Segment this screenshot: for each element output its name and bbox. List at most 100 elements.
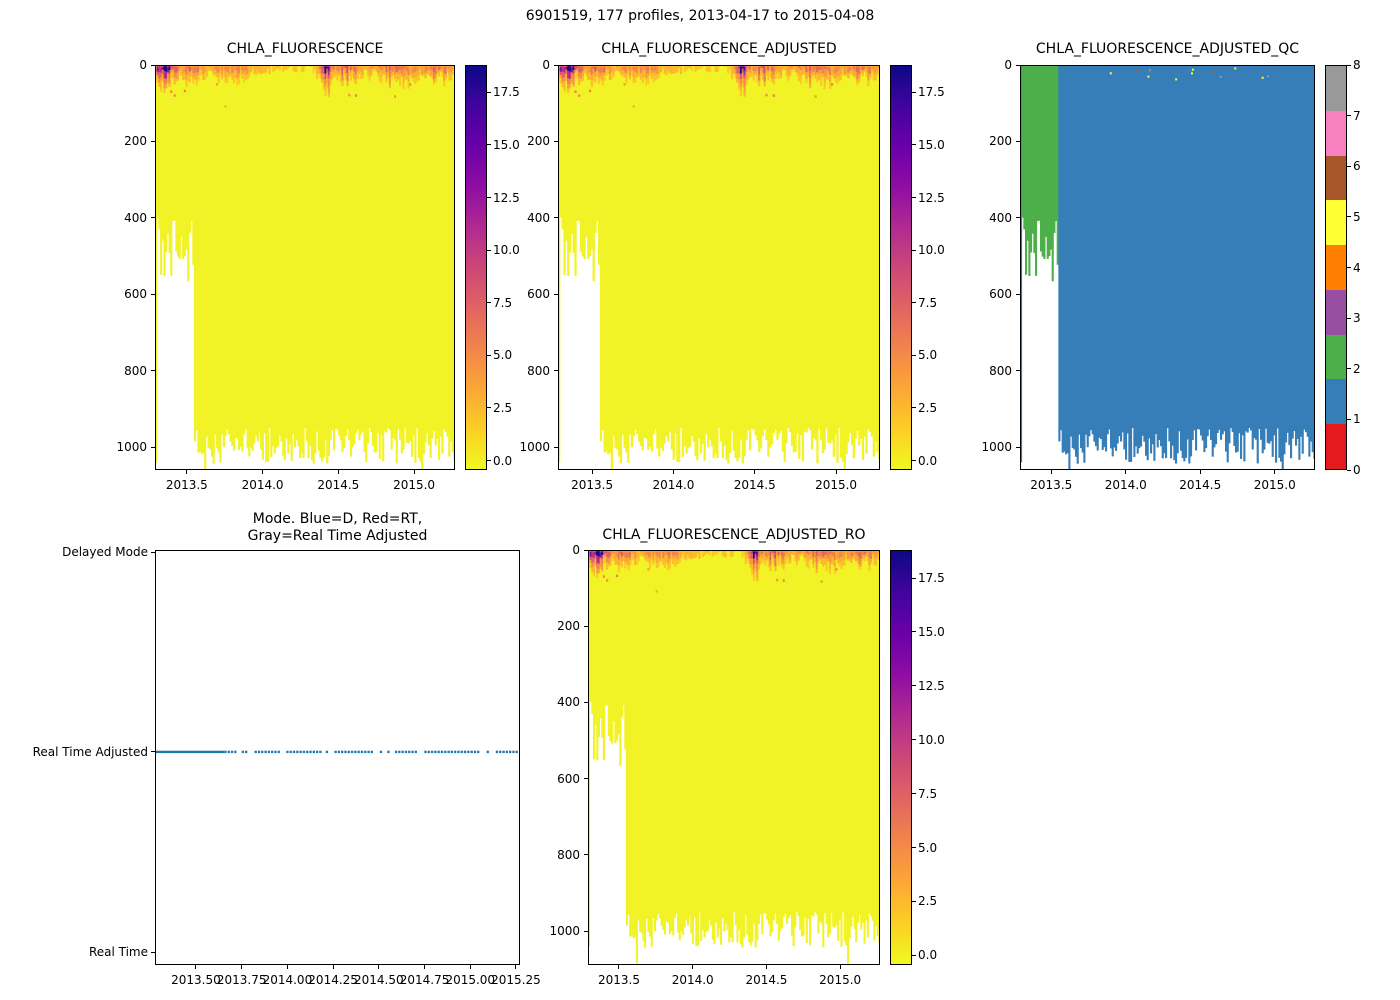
heatmap-columns <box>588 550 880 964</box>
x-tick-mark <box>469 965 471 969</box>
x-tick-label: 2014.5 <box>1179 478 1222 492</box>
colorbar-tick-label: 15.0 <box>493 137 520 152</box>
colorbar-tick-label: 17.5 <box>918 571 945 586</box>
qc-colorbar-segment-5 <box>1326 200 1346 246</box>
x-tick-mark <box>591 470 593 474</box>
y-tick-mark <box>151 551 155 553</box>
y-tick-label: 0 <box>139 58 147 72</box>
x-tick-label: 2014.25 <box>308 973 358 987</box>
colorbar-tick-label: 8 <box>1353 58 1361 72</box>
colorbar-tick-label: 15.0 <box>918 624 945 639</box>
plot-border <box>155 550 520 965</box>
x-tick-mark <box>286 965 288 969</box>
x-tick-label: 2013.5 <box>1030 478 1073 492</box>
x-tick-mark <box>337 470 339 474</box>
mode-plot <box>155 550 520 965</box>
colorbar-chla-fluorescence-adjusted <box>890 65 912 470</box>
heatmap-chla-fluorescence-adjusted-qc <box>1020 65 1315 470</box>
y-tick-label: 200 <box>124 134 147 149</box>
x-tick-label: 2014.00 <box>262 973 313 987</box>
x-tick-label: 2015.0 <box>393 478 436 492</box>
colorbar-tick-mark <box>487 407 491 409</box>
colorbar-tick-mark <box>1347 418 1351 420</box>
colorbar-tick-mark <box>912 407 916 409</box>
colorbar-tick-mark <box>1347 216 1351 218</box>
plot-border <box>155 65 455 470</box>
colorbar-tick-mark <box>487 460 491 462</box>
y-tick-mark <box>584 778 588 780</box>
colorbar-tick-label: 12.5 <box>918 190 945 205</box>
y-tick-mark <box>554 293 558 295</box>
colorbar-tick-mark <box>912 144 916 146</box>
qc-colorbar-segment-7 <box>1326 110 1346 156</box>
colorbar-tick-mark <box>912 91 916 93</box>
x-tick-mark <box>839 965 841 969</box>
heatmap-columns <box>155 65 455 470</box>
x-tick-mark <box>424 965 426 969</box>
title-chla-fluorescence-adjusted: CHLA_FLUORESCENCE_ADJUSTED <box>601 41 837 57</box>
x-tick-mark <box>754 470 756 474</box>
colorbar-tick-label: 7.5 <box>493 295 513 310</box>
colorbar-tick-label: 10.0 <box>493 243 520 258</box>
y-tick-mark <box>151 951 155 953</box>
colorbar-tick-mark <box>1347 165 1351 167</box>
y-tick-mark <box>1016 370 1020 372</box>
x-tick-mark <box>332 965 334 969</box>
y-tick-label: 400 <box>557 695 580 710</box>
x-tick-label: 2014.5 <box>317 478 360 492</box>
colorbar-tick-mark <box>1347 368 1351 370</box>
y-tick-mark <box>151 370 155 372</box>
colorbar-tick-label: 5.0 <box>493 348 513 363</box>
y-tick-mark <box>584 549 588 551</box>
colorbar-tick-mark <box>912 354 916 356</box>
y-tick-mark <box>554 217 558 219</box>
heatmap-columns <box>558 65 880 470</box>
title-chla-fluorescence-adjusted-qc: CHLA_FLUORESCENCE_ADJUSTED_QC <box>1035 41 1300 57</box>
y-category-label: Delayed Mode <box>62 545 148 560</box>
colorbar-tick-label: 12.5 <box>918 678 945 693</box>
x-tick-mark <box>765 965 767 969</box>
colorbar-tick-mark <box>912 249 916 251</box>
y-tick-mark <box>554 140 558 142</box>
colorbar-tick-label: 4 <box>1353 260 1361 275</box>
x-tick-mark <box>241 965 243 969</box>
y-category-label: Real Time <box>88 945 148 960</box>
x-tick-mark <box>1274 470 1276 474</box>
y-tick-label: 0 <box>572 543 580 557</box>
heatmap-chla-fluorescence-adjusted <box>558 65 880 470</box>
colorbar-tick-mark <box>912 847 916 848</box>
colorbar-tick-label: 10.0 <box>918 732 945 747</box>
x-tick-mark <box>195 965 197 969</box>
plot-background <box>155 550 520 965</box>
x-tick-mark <box>692 965 694 969</box>
colorbar-tick-label: 0 <box>1353 463 1361 477</box>
colorbar-tick-label: 2.5 <box>918 400 938 415</box>
plot-border <box>588 550 880 965</box>
colorbar-tick-mark <box>487 302 491 304</box>
y-tick-label: 800 <box>124 363 147 378</box>
y-tick-mark <box>1016 293 1020 295</box>
qc-colorbar-segment-4 <box>1326 245 1346 290</box>
x-tick-label: 2013.50 <box>171 973 221 987</box>
x-tick-label: 2014.5 <box>733 478 776 492</box>
y-category-label: Real Time Adjusted <box>32 744 148 759</box>
y-tick-label: 600 <box>557 771 580 786</box>
x-tick-label: 2015.0 <box>815 478 858 492</box>
colorbar-tick-mark <box>1347 317 1351 319</box>
y-tick-mark <box>151 446 155 448</box>
y-tick-mark <box>151 64 155 66</box>
qc-colorbar-segment-6 <box>1326 155 1346 201</box>
x-tick-mark <box>1199 470 1201 474</box>
y-tick-label: 200 <box>557 619 580 634</box>
colorbar-tick-label: 7 <box>1353 108 1361 123</box>
y-tick-label: 600 <box>527 287 550 302</box>
x-tick-mark <box>378 965 380 969</box>
qc-colorbar-segment-8 <box>1326 66 1346 111</box>
colorbar-tick-mark <box>912 460 916 462</box>
colorbar-tick-label: 17.5 <box>493 85 520 100</box>
qc-colorbar-segment-0 <box>1326 424 1346 469</box>
colorbar-tick-mark <box>1347 64 1351 66</box>
figure-title: 6901519, 177 profiles, 2013-04-17 to 201… <box>525 8 875 24</box>
y-tick-mark <box>1016 217 1020 219</box>
